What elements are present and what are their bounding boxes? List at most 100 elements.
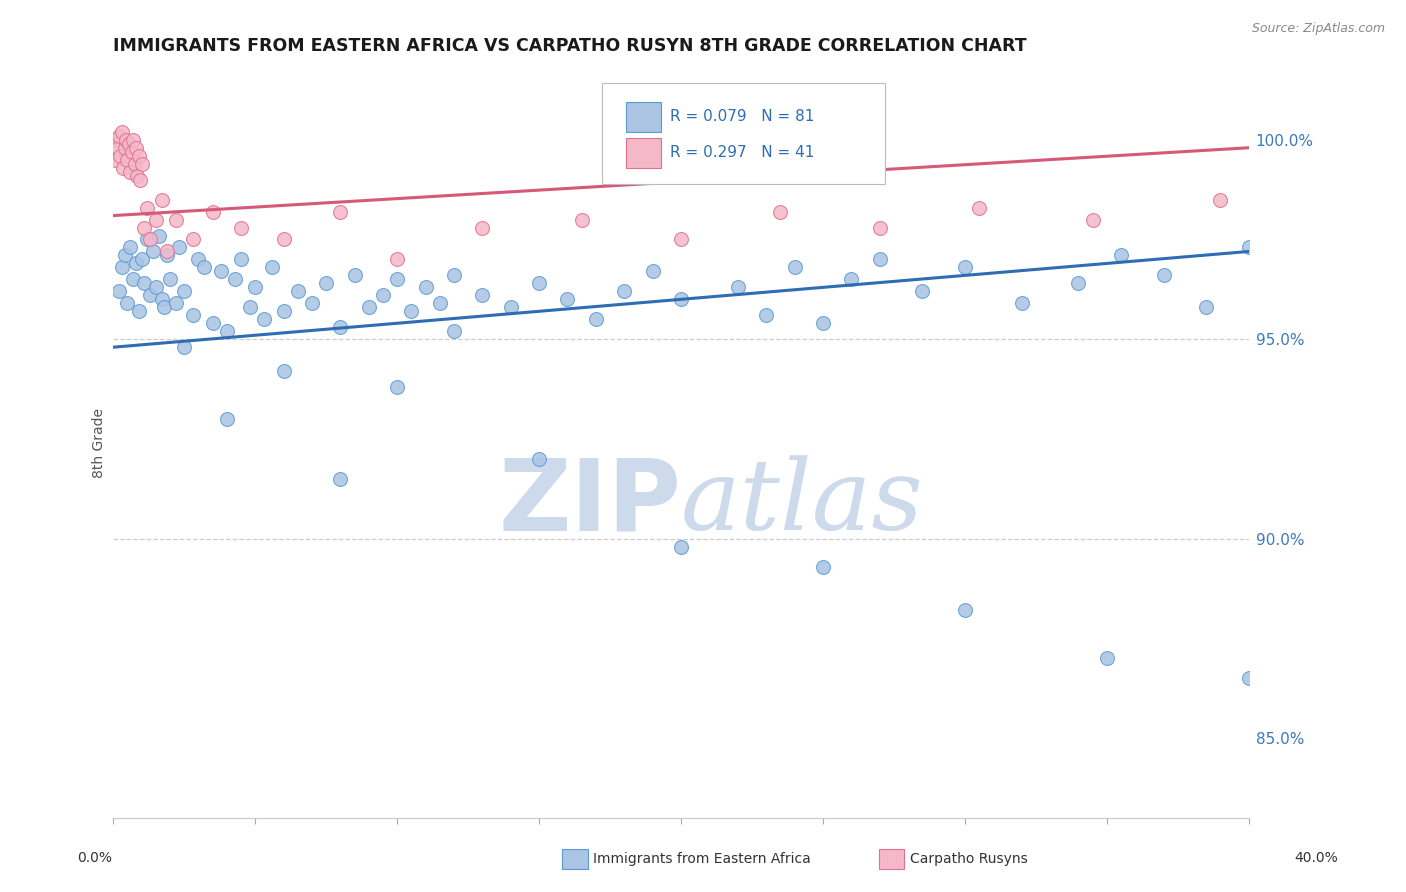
Point bbox=[193, 260, 215, 275]
Point bbox=[471, 220, 494, 235]
Point bbox=[287, 285, 309, 299]
Point bbox=[869, 220, 891, 235]
Point bbox=[131, 157, 153, 171]
Point bbox=[443, 324, 465, 338]
Point bbox=[557, 293, 579, 307]
Point bbox=[273, 364, 295, 378]
Point bbox=[165, 296, 187, 310]
Point bbox=[148, 228, 170, 243]
Point bbox=[811, 316, 834, 330]
Point bbox=[128, 149, 150, 163]
Point bbox=[117, 153, 139, 167]
Point bbox=[124, 157, 146, 171]
Point bbox=[122, 272, 145, 286]
Point bbox=[215, 324, 238, 338]
Point bbox=[273, 232, 295, 246]
Point bbox=[253, 312, 276, 326]
Point bbox=[385, 272, 408, 286]
Point bbox=[181, 308, 204, 322]
Point bbox=[1011, 296, 1033, 310]
Point bbox=[224, 272, 246, 286]
Point bbox=[107, 141, 129, 155]
Text: Immigrants from Eastern Africa: Immigrants from Eastern Africa bbox=[593, 852, 811, 866]
Text: atlas: atlas bbox=[681, 455, 924, 550]
Point bbox=[201, 316, 224, 330]
Point bbox=[1067, 277, 1090, 291]
Text: R = 0.079   N = 81: R = 0.079 N = 81 bbox=[669, 109, 814, 124]
Point bbox=[301, 296, 323, 310]
Point bbox=[499, 301, 522, 315]
Point bbox=[150, 193, 173, 207]
Point bbox=[967, 201, 990, 215]
Point bbox=[209, 264, 232, 278]
FancyBboxPatch shape bbox=[627, 102, 661, 132]
Point bbox=[613, 285, 636, 299]
Point bbox=[187, 252, 209, 267]
Point bbox=[1109, 248, 1132, 262]
Point bbox=[159, 272, 181, 286]
Point bbox=[142, 244, 165, 259]
Point bbox=[769, 204, 792, 219]
Point bbox=[156, 244, 179, 259]
Point bbox=[669, 232, 692, 246]
Point bbox=[114, 141, 136, 155]
Point bbox=[385, 252, 408, 267]
Point bbox=[1081, 212, 1104, 227]
Point bbox=[114, 248, 136, 262]
Point bbox=[471, 288, 494, 302]
Text: Source: ZipAtlas.com: Source: ZipAtlas.com bbox=[1251, 22, 1385, 36]
Point bbox=[129, 172, 152, 186]
Text: 0.0%: 0.0% bbox=[77, 851, 112, 865]
Point bbox=[585, 312, 607, 326]
Point bbox=[1153, 268, 1175, 283]
Point bbox=[811, 559, 834, 574]
Point bbox=[167, 240, 190, 254]
Point bbox=[329, 320, 352, 334]
Point bbox=[1195, 301, 1218, 315]
Point bbox=[357, 301, 380, 315]
Point bbox=[136, 232, 159, 246]
Point bbox=[669, 540, 692, 554]
Point bbox=[783, 260, 806, 275]
Point bbox=[134, 220, 156, 235]
Point bbox=[110, 149, 132, 163]
Point bbox=[385, 380, 408, 394]
Point bbox=[201, 204, 224, 219]
Point bbox=[150, 293, 173, 307]
Point bbox=[1237, 240, 1260, 254]
Point bbox=[911, 285, 934, 299]
Point bbox=[329, 204, 352, 219]
Point bbox=[329, 472, 352, 486]
Point bbox=[315, 277, 337, 291]
Point bbox=[273, 304, 295, 318]
Point bbox=[145, 212, 167, 227]
Point bbox=[108, 128, 131, 143]
Text: 40.0%: 40.0% bbox=[1295, 851, 1339, 865]
Text: Carpatho Rusyns: Carpatho Rusyns bbox=[910, 852, 1028, 866]
Point bbox=[755, 308, 778, 322]
Point bbox=[139, 232, 162, 246]
Point bbox=[131, 252, 153, 267]
FancyBboxPatch shape bbox=[602, 83, 886, 185]
Point bbox=[1237, 671, 1260, 685]
Point bbox=[953, 603, 976, 617]
FancyBboxPatch shape bbox=[627, 137, 661, 168]
Point bbox=[156, 248, 179, 262]
Point bbox=[105, 133, 128, 147]
Point bbox=[111, 125, 134, 139]
Point bbox=[120, 240, 142, 254]
Y-axis label: 8th Grade: 8th Grade bbox=[93, 408, 107, 478]
Point bbox=[245, 280, 267, 294]
Point bbox=[118, 136, 141, 151]
Point bbox=[153, 301, 176, 315]
Point bbox=[343, 268, 366, 283]
Point bbox=[571, 212, 593, 227]
Point bbox=[229, 220, 252, 235]
Text: R = 0.297   N = 41: R = 0.297 N = 41 bbox=[669, 145, 814, 161]
Point bbox=[1209, 193, 1232, 207]
Point bbox=[727, 280, 749, 294]
Point bbox=[371, 288, 394, 302]
Point bbox=[527, 277, 550, 291]
Point bbox=[134, 277, 156, 291]
Point bbox=[120, 164, 142, 178]
